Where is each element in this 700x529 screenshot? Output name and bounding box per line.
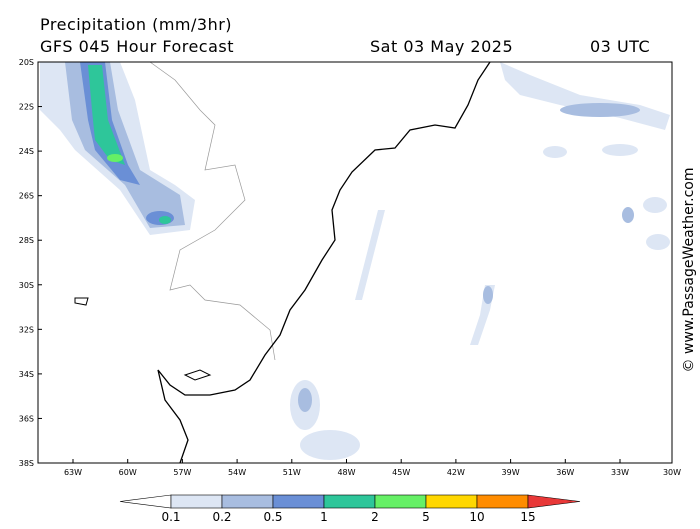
legend-box xyxy=(323,494,376,509)
legend-box xyxy=(221,494,274,509)
lon-label: 42W xyxy=(447,468,465,477)
legend-label: 0.1 xyxy=(161,510,180,524)
lat-label: 28S xyxy=(19,236,34,245)
legend-label: 10 xyxy=(469,510,484,524)
legend-label: 15 xyxy=(520,510,535,524)
lon-label: 63W xyxy=(64,468,82,477)
lon-label: 39W xyxy=(502,468,520,477)
geography xyxy=(74,61,491,464)
lon-label: 33W xyxy=(611,468,629,477)
legend-label: 2 xyxy=(371,510,379,524)
lat-label: 22S xyxy=(19,103,34,112)
subtitle: GFS 045 Hour Forecast xyxy=(40,37,234,56)
lat-label: 36S xyxy=(19,414,34,423)
date: Sat 03 May 2025 xyxy=(370,37,513,56)
lon-label: 60W xyxy=(119,468,137,477)
lat-label: 26S xyxy=(19,192,34,201)
legend-box xyxy=(425,494,478,509)
legend-box xyxy=(476,494,529,509)
lon-label: 48W xyxy=(337,468,355,477)
legend-arrow-high xyxy=(527,494,581,509)
legend-label: 0.5 xyxy=(263,510,282,524)
lat-label: 20S xyxy=(19,58,34,67)
legend-arrow-low xyxy=(119,494,172,509)
lat-label: 34S xyxy=(19,370,34,379)
lon-label: 36W xyxy=(556,468,574,477)
map-frame xyxy=(37,61,673,464)
lon-label: 30W xyxy=(663,468,681,477)
lon-label: 45W xyxy=(392,468,410,477)
legend-box xyxy=(170,494,223,509)
legend-box xyxy=(374,494,427,509)
lat-label: 38S xyxy=(19,459,34,468)
credit: © www.PassageWeather.com xyxy=(681,167,697,372)
title: Precipitation (mm/3hr) xyxy=(40,15,232,34)
precipitation xyxy=(40,62,670,460)
lat-label: 24S xyxy=(19,147,34,156)
lon-label: 51W xyxy=(283,468,301,477)
lat-label: 30S xyxy=(19,281,34,290)
legend-label: 1 xyxy=(320,510,328,524)
legend-label: 0.2 xyxy=(212,510,231,524)
lon-label: 54W xyxy=(228,468,246,477)
lon-label: 57W xyxy=(173,468,191,477)
time: 03 UTC xyxy=(590,37,650,56)
lat-label: 32S xyxy=(19,325,34,334)
legend-label: 5 xyxy=(422,510,430,524)
legend-box xyxy=(272,494,325,509)
